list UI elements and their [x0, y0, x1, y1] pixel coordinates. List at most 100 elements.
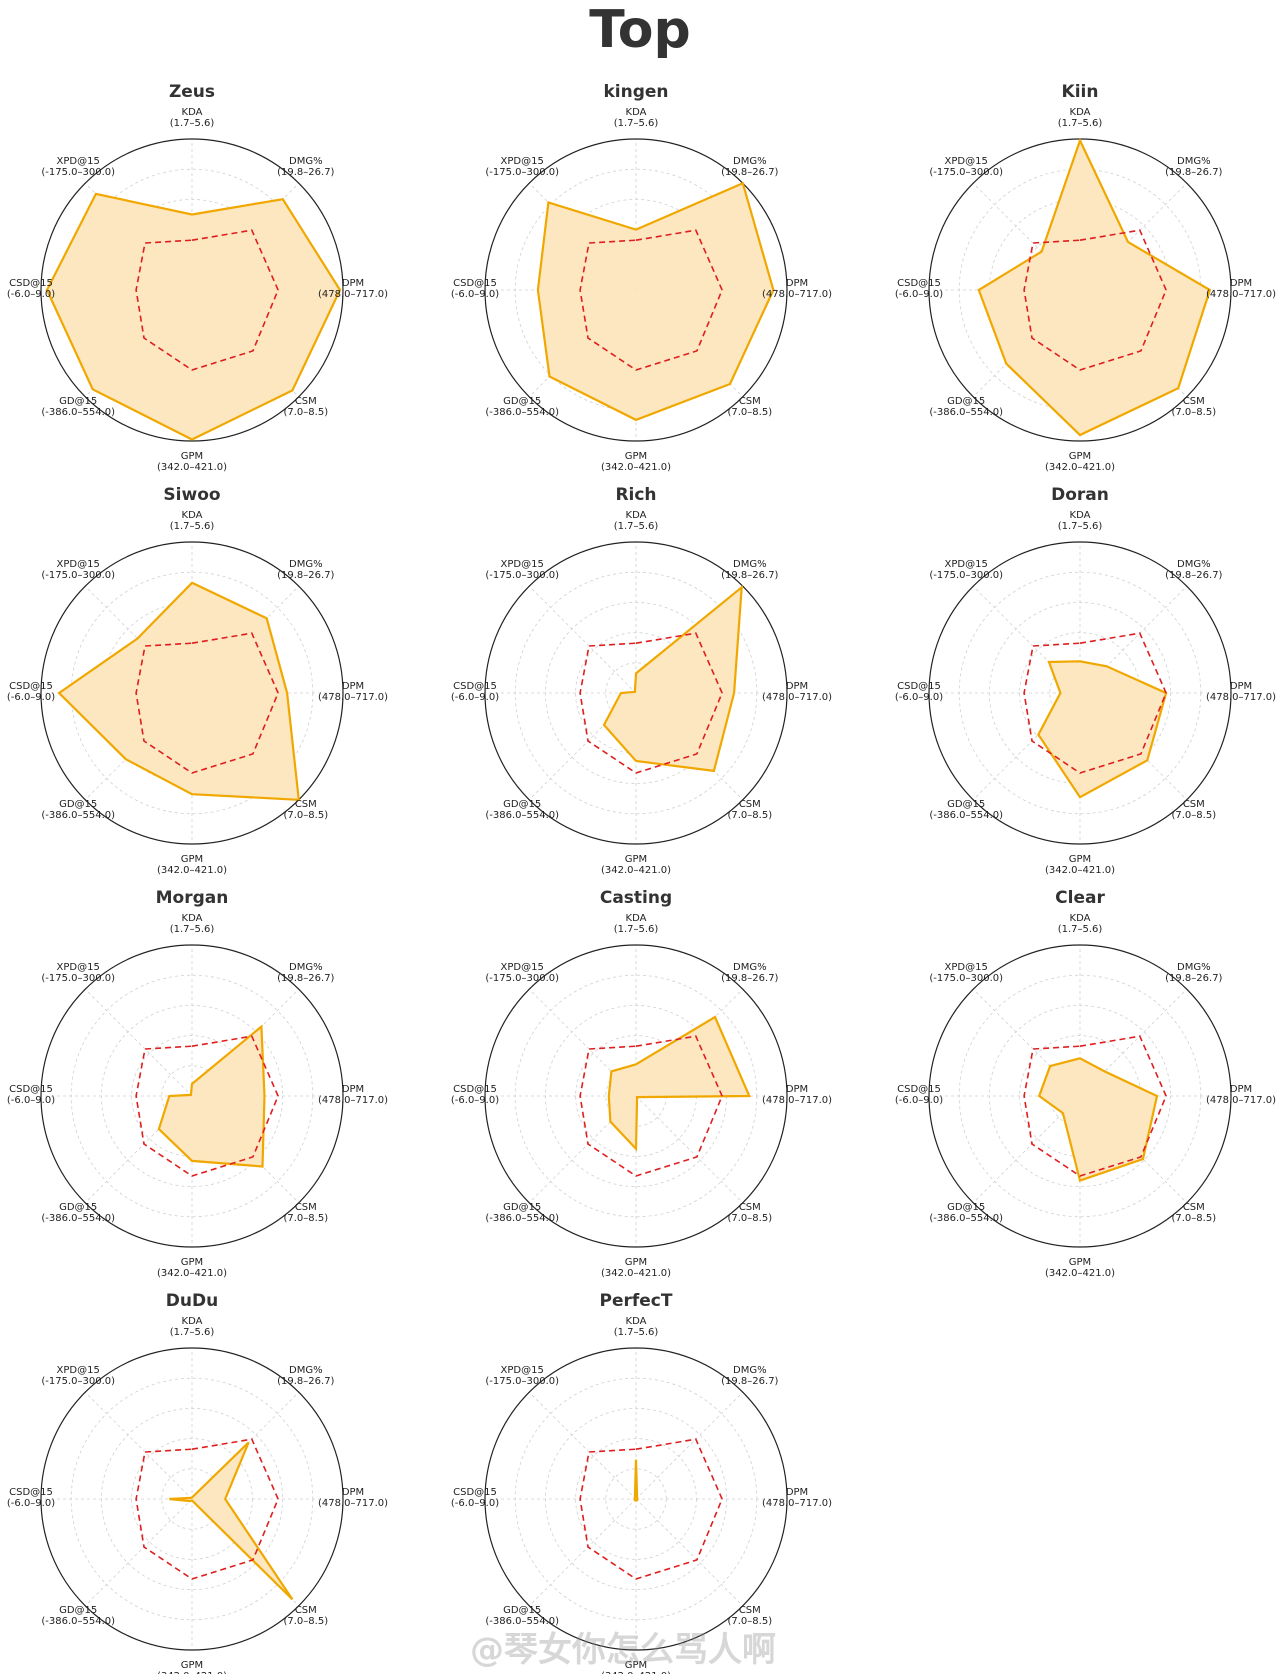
radar-chart-zeus: KDA (1.7–5.6) DMG% (19.8–26.7) DPM (478.0–717…: [7, 82, 388, 473]
player-series-siwoo: [57, 581, 301, 801]
axis-label: DPM (478.0–717.0): [762, 1084, 832, 1106]
radar-chart-rich: KDA (1.7–5.6) DMG% (19.8–26.7) DPM (478.0–717…: [451, 485, 832, 876]
axis-label: GD@15 (-386.0–554.0): [41, 1202, 115, 1224]
axis-label: CSM (7.0–8.5): [283, 1605, 328, 1627]
axis-label: XPD@15 (-175.0–300.0): [929, 962, 1003, 984]
axis-label: DPM (478.0–717.0): [762, 278, 832, 300]
average-series: [135, 632, 279, 774]
average-series: [1023, 1035, 1167, 1177]
axis-label: GPM(342.0–421.0): [157, 1660, 227, 1674]
player-series-kiin: [977, 137, 1212, 437]
grid-spoke: [84, 988, 193, 1097]
axis-label: DMG% (19.8–26.7): [1165, 559, 1222, 581]
average-series: [135, 229, 279, 371]
axis-label: CSD@15 (-6.0–9.0): [451, 1084, 499, 1106]
outer-circle: [40, 944, 344, 1248]
axis-label: CSD@15 (-6.0–9.0): [451, 278, 499, 300]
grid-spoke: [84, 1498, 193, 1607]
axis-label: KDA (1.7–5.6): [170, 913, 215, 935]
player-series-dudu: [169, 1441, 294, 1601]
axis-label: GD@15 (-386.0–554.0): [929, 1202, 1003, 1224]
axis-label: XPD@15 (-175.0–300.0): [41, 962, 115, 984]
axis-label: DMG% (19.8–26.7): [721, 559, 778, 581]
outer-circle: [484, 138, 788, 442]
axis-label: XPD@15 (-175.0–300.0): [41, 1365, 115, 1387]
axis-label: DPM (478.0–717.0): [1206, 681, 1276, 703]
outer-circle: [484, 1347, 788, 1651]
average-series: [135, 1438, 279, 1580]
axis-label: DMG% (19.8–26.7): [1165, 156, 1222, 178]
radar-chart-dudu: KDA (1.7–5.6) DMG% (19.8–26.7) DPM (478.0–717…: [7, 1291, 388, 1674]
average-series: [579, 229, 723, 371]
axis-label: KDA (1.7–5.6): [1058, 107, 1103, 129]
axis-label: GD@15 (-386.0–554.0): [41, 1605, 115, 1627]
axis-label: CSM (7.0–8.5): [1171, 799, 1216, 821]
axis-label: DMG% (19.8–26.7): [721, 1365, 778, 1387]
axis-label: CSM (7.0–8.5): [727, 1605, 772, 1627]
axis-label: GPM(342.0–421.0): [1045, 854, 1115, 876]
axis-label: GPM(342.0–421.0): [157, 451, 227, 473]
player-title: Clear: [1055, 888, 1105, 908]
player-series-clear: [1037, 1057, 1159, 1183]
axis-label: GD@15 (-386.0–554.0): [485, 396, 559, 418]
axis-label: DMG% (19.8–26.7): [721, 156, 778, 178]
radar-chart-kingen: KDA (1.7–5.6) DMG% (19.8–26.7) DPM (478.0–717…: [451, 82, 832, 473]
outer-circle: [928, 541, 1232, 845]
page-title: Top: [589, 0, 691, 60]
axis-label: DPM (478.0–717.0): [318, 278, 388, 300]
grid-spoke: [528, 1391, 637, 1500]
axis-label: CSD@15 (-6.0–9.0): [7, 681, 55, 703]
player-series-rich: [602, 584, 743, 773]
player-title: Morgan: [156, 888, 229, 908]
axis-label: GD@15 (-386.0–554.0): [41, 396, 115, 418]
average-series: [135, 1035, 279, 1177]
axis-label: XPD@15 (-175.0–300.0): [485, 962, 559, 984]
axis-label: DMG% (19.8–26.7): [277, 559, 334, 581]
axis-label: DPM (478.0–717.0): [762, 681, 832, 703]
axis-label: DPM (478.0–717.0): [318, 1487, 388, 1509]
axis-label: CSD@15 (-6.0–9.0): [895, 1084, 943, 1106]
axis-label: CSD@15 (-6.0–9.0): [7, 1084, 55, 1106]
axis-label: XPD@15 (-175.0–300.0): [929, 559, 1003, 581]
outer-circle: [484, 944, 788, 1248]
player-series-kingen: [536, 181, 775, 422]
axis-label: DPM (478.0–717.0): [1206, 1084, 1276, 1106]
axis-label: KDA (1.7–5.6): [614, 510, 659, 532]
axis-label: KDA (1.7–5.6): [170, 1316, 215, 1338]
outer-circle: [928, 944, 1232, 1248]
axis-label: CSM (7.0–8.5): [1171, 396, 1216, 418]
axis-label: KDA (1.7–5.6): [614, 913, 659, 935]
radar-chart-casting: KDA (1.7–5.6) DMG% (19.8–26.7) DPM (478.0–717…: [451, 888, 832, 1279]
axis-label: KDA (1.7–5.6): [170, 107, 215, 129]
outer-circle: [40, 541, 344, 845]
average-series: [1023, 632, 1167, 774]
axis-label: CSM (7.0–8.5): [1171, 1202, 1216, 1224]
grid-spoke: [528, 1498, 637, 1607]
radar-chart-perfect: KDA (1.7–5.6) DMG% (19.8–26.7) DPM (478.0–717…: [451, 1291, 832, 1674]
axis-label: KDA (1.7–5.6): [614, 107, 659, 129]
axis-label: CSD@15 (-6.0–9.0): [7, 1487, 55, 1509]
axis-label: GPM(342.0–421.0): [601, 854, 671, 876]
grid-spoke: [635, 1498, 744, 1607]
grid-spoke: [635, 1095, 744, 1204]
outer-circle: [40, 138, 344, 442]
radar-chart-siwoo: KDA (1.7–5.6) DMG% (19.8–26.7) DPM (478.0–717…: [7, 485, 388, 876]
axis-label: GPM(342.0–421.0): [601, 1660, 671, 1674]
axis-label: CSM (7.0–8.5): [283, 396, 328, 418]
axis-label: GD@15 (-386.0–554.0): [41, 799, 115, 821]
axis-label: CSD@15 (-6.0–9.0): [895, 278, 943, 300]
axis-label: CSD@15 (-6.0–9.0): [895, 681, 943, 703]
player-series-morgan: [157, 1024, 266, 1168]
axis-label: DMG% (19.8–26.7): [277, 962, 334, 984]
axis-label: CSD@15 (-6.0–9.0): [451, 681, 499, 703]
average-series: [579, 1035, 723, 1177]
axis-label: DPM (478.0–717.0): [318, 1084, 388, 1106]
average-series: [579, 1438, 723, 1580]
grid-spoke: [84, 1391, 193, 1500]
player-title: Casting: [600, 888, 672, 908]
player-title: Doran: [1051, 485, 1109, 505]
axis-label: XPD@15 (-175.0–300.0): [41, 156, 115, 178]
outer-circle: [484, 541, 788, 845]
axis-label: XPD@15 (-175.0–300.0): [485, 1365, 559, 1387]
player-title: kingen: [603, 82, 668, 102]
